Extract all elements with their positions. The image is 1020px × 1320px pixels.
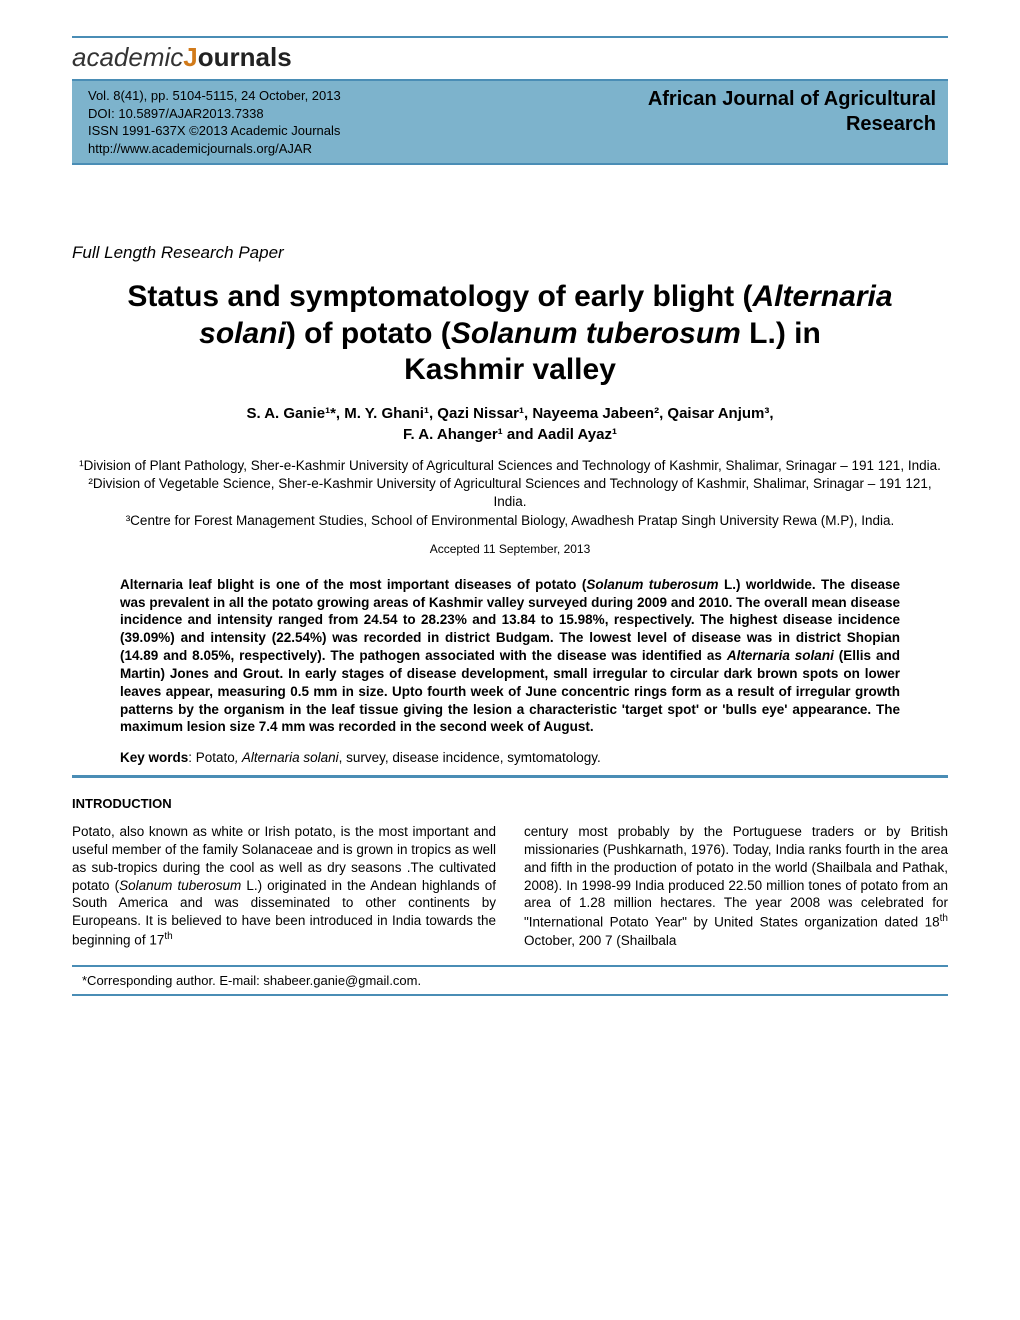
url-line: http://www.academicjournals.org/AJAR [88,140,341,158]
corresponding-author: *Corresponding author. E-mail: shabeer.g… [72,965,948,996]
doi-line: DOI: 10.5897/AJAR2013.7338 [88,105,341,123]
authors-line2: F. A. Ahanger¹ and Aadil Ayaz¹ [72,424,948,445]
affiliation-2: ²Division of Vegetable Science, Sher-e-K… [72,475,948,511]
authors-line1: S. A. Ganie¹*, M. Y. Ghani¹, Qazi Nissar… [72,403,948,424]
introduction-heading: INTRODUCTION [72,796,948,811]
authors: S. A. Ganie¹*, M. Y. Ghani¹, Qazi Nissar… [72,403,948,445]
column-right: century most probably by the Portuguese … [524,823,948,949]
paper-title: Status and symptomatology of early bligh… [72,279,948,389]
header-banner: Vol. 8(41), pp. 5104-5115, 24 October, 2… [72,79,948,165]
logo-part1: academic [72,42,183,72]
volume-line: Vol. 8(41), pp. 5104-5115, 24 October, 2… [88,87,341,105]
abstract: Alternaria leaf blight is one of the mos… [120,576,900,736]
paper-type: Full Length Research Paper [72,243,948,263]
top-rule [72,36,948,38]
affiliation-1: ¹Division of Plant Pathology, Sher-e-Kas… [72,457,948,475]
issn-line: ISSN 1991-637X ©2013 Academic Journals [88,122,341,140]
keywords-label: Key words [120,750,188,765]
affiliation-3: ³Centre for Forest Management Studies, S… [72,512,948,530]
column-left: Potato, also known as white or Irish pot… [72,823,496,949]
keywords: Key words: Potato, Alternaria solani, su… [120,750,900,765]
journal-name: African Journal of Agricultural Research [648,87,936,137]
journal-name-line1: African Journal of Agricultural [648,87,936,112]
affiliations: ¹Division of Plant Pathology, Sher-e-Kas… [72,457,948,530]
citation-block: Vol. 8(41), pp. 5104-5115, 24 October, 2… [88,87,341,157]
separator-rule [72,775,948,778]
accepted-date: Accepted 11 September, 2013 [72,542,948,556]
logo-part2-rest: ournals [198,42,292,72]
body-columns: Potato, also known as white or Irish pot… [72,823,948,949]
journal-name-line2: Research [648,112,936,137]
logo-part2-first: J [183,42,197,72]
publisher-logo: academicJournals [72,42,948,73]
